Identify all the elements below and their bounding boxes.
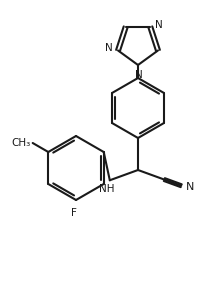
Text: CH₃: CH₃ <box>11 138 31 148</box>
Text: N: N <box>105 44 113 53</box>
Text: NH: NH <box>99 184 115 194</box>
Text: N: N <box>135 70 143 80</box>
Text: F: F <box>71 208 77 218</box>
Text: N: N <box>186 182 194 193</box>
Text: N: N <box>155 20 163 30</box>
